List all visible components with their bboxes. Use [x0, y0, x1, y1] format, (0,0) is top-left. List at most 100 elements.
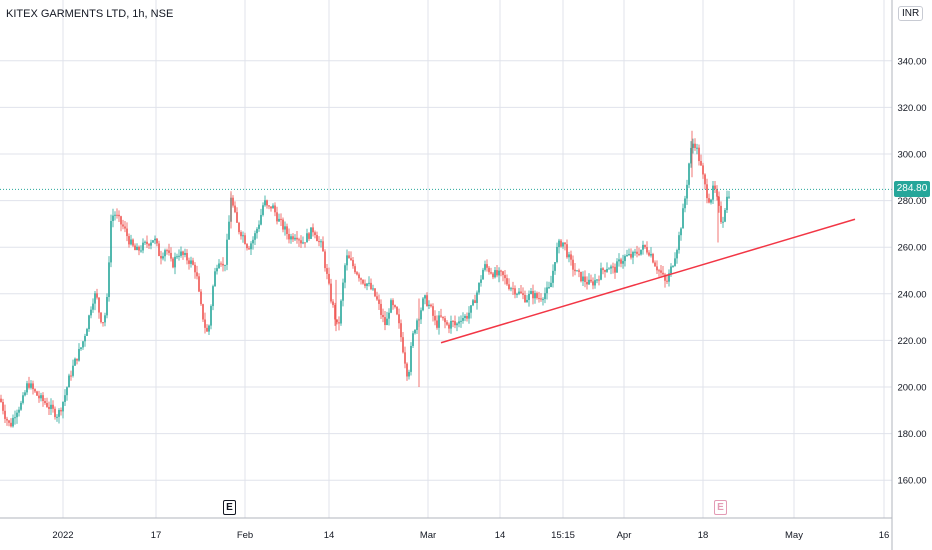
candle-body [20, 402, 22, 410]
candle-body [8, 420, 10, 423]
candle-body [408, 371, 410, 377]
candle-body [300, 240, 302, 244]
currency-selector[interactable]: INR [898, 6, 924, 21]
candle-body [632, 251, 634, 258]
candle-body [500, 270, 502, 272]
candle-body [682, 208, 684, 229]
candle-body [258, 224, 260, 229]
candle-body [180, 251, 182, 256]
candle-body [698, 147, 700, 162]
candle-body [446, 322, 448, 325]
candle-body [564, 242, 566, 245]
candle-body [692, 143, 694, 148]
candle-body [262, 205, 264, 215]
candle-body [318, 241, 320, 243]
candle-body [68, 375, 70, 388]
candle-body [266, 200, 268, 206]
candle-body [330, 283, 332, 302]
candle-body [116, 214, 118, 216]
candle-body [260, 214, 262, 225]
candle-body [336, 319, 338, 323]
candle-body [452, 320, 454, 322]
candle-body [368, 282, 370, 284]
candle-body [382, 314, 384, 318]
candle-body [294, 237, 296, 240]
candle-body [252, 239, 254, 244]
candle-body [460, 320, 462, 322]
candle-body [518, 291, 520, 294]
candle-body [106, 297, 108, 316]
candle-body [146, 241, 148, 245]
candle-body [728, 196, 730, 198]
candle-body [396, 306, 398, 315]
y-tick-label: 240.00 [897, 289, 926, 300]
candle-body [10, 422, 12, 427]
candle-body [16, 412, 18, 418]
candle-body [462, 317, 464, 321]
candle-body [388, 312, 390, 319]
candle-body [308, 233, 310, 239]
candle-body [296, 237, 298, 240]
candle-body [270, 206, 272, 209]
candle-body [298, 239, 300, 241]
candle-body [114, 214, 116, 216]
candle-body [328, 273, 330, 284]
candle-body [48, 406, 50, 409]
y-tick-label: 340.00 [897, 56, 926, 67]
candle-body [620, 259, 622, 264]
candle-body [566, 244, 568, 258]
candle-body [352, 260, 354, 267]
candle-body [404, 352, 406, 364]
candle-body [304, 242, 306, 244]
candle-body [718, 196, 720, 206]
candle-body [206, 327, 208, 332]
candle-body [438, 315, 440, 328]
candle-body [50, 404, 52, 409]
candle-body [4, 410, 6, 419]
earnings-badge-past[interactable]: E [223, 500, 236, 515]
candle-body [42, 395, 44, 402]
earnings-badge-upcoming[interactable]: E [714, 500, 727, 515]
candle-body [652, 253, 654, 263]
candle-body [346, 255, 348, 266]
candle-body [394, 305, 396, 307]
currency-label: INR [902, 8, 920, 19]
candle-body [386, 318, 388, 326]
candle-body [540, 298, 542, 300]
candle-body [630, 253, 632, 258]
candle-body [366, 283, 368, 286]
candle-body [40, 395, 42, 399]
candle-body [600, 268, 602, 280]
candle-body [208, 325, 210, 332]
candle-body [516, 293, 518, 295]
candle-body [502, 271, 504, 276]
candle-body [660, 270, 662, 273]
candle-body [498, 270, 500, 276]
candle-body [554, 262, 556, 271]
candle-body [228, 221, 230, 240]
candle-body [174, 256, 176, 268]
candle-body [236, 212, 238, 223]
candle-body [302, 242, 304, 244]
candle-body [250, 243, 252, 250]
candle-body [524, 294, 526, 303]
candle-body [290, 236, 292, 240]
candle-body [38, 395, 40, 399]
candle-body [288, 234, 290, 240]
candle-body [32, 383, 34, 390]
candle-body [674, 258, 676, 266]
candle-body [420, 310, 422, 320]
candle-body [58, 410, 60, 417]
candle-body [26, 383, 28, 393]
candle-body [662, 272, 664, 275]
candle-body [34, 389, 36, 392]
candle-body [74, 358, 76, 366]
candle-body [658, 270, 660, 272]
candle-body [46, 402, 48, 407]
candle-body [62, 401, 64, 412]
candle-body [2, 402, 4, 411]
candle-body [400, 323, 402, 338]
candle-body [528, 293, 530, 300]
candle-body [466, 315, 468, 319]
